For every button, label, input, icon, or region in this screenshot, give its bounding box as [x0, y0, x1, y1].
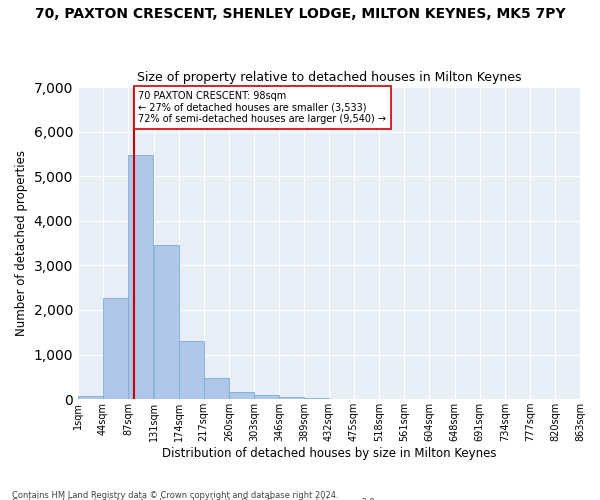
Bar — [179, 341, 204, 399]
Bar — [128, 155, 153, 399]
Bar — [103, 298, 128, 399]
Title: Size of property relative to detached houses in Milton Keynes: Size of property relative to detached ho… — [137, 72, 521, 85]
Bar — [304, 398, 329, 399]
Y-axis label: Number of detached properties: Number of detached properties — [15, 150, 28, 336]
X-axis label: Distribution of detached houses by size in Milton Keynes: Distribution of detached houses by size … — [162, 447, 496, 460]
Bar — [78, 396, 103, 399]
Text: 70 PAXTON CRESCENT: 98sqm
← 27% of detached houses are smaller (3,533)
72% of se: 70 PAXTON CRESCENT: 98sqm ← 27% of detac… — [139, 90, 386, 124]
Bar — [279, 396, 304, 399]
Text: Contains public sector information licensed under the Open Government Licence v3: Contains public sector information licen… — [12, 498, 377, 500]
Text: 70, PAXTON CRESCENT, SHENLEY LODGE, MILTON KEYNES, MK5 7PY: 70, PAXTON CRESCENT, SHENLEY LODGE, MILT… — [35, 8, 565, 22]
Bar — [229, 392, 254, 399]
Bar — [254, 395, 279, 399]
Bar — [204, 378, 229, 399]
Bar — [154, 246, 179, 399]
Text: Contains HM Land Registry data © Crown copyright and database right 2024.: Contains HM Land Registry data © Crown c… — [12, 490, 338, 500]
